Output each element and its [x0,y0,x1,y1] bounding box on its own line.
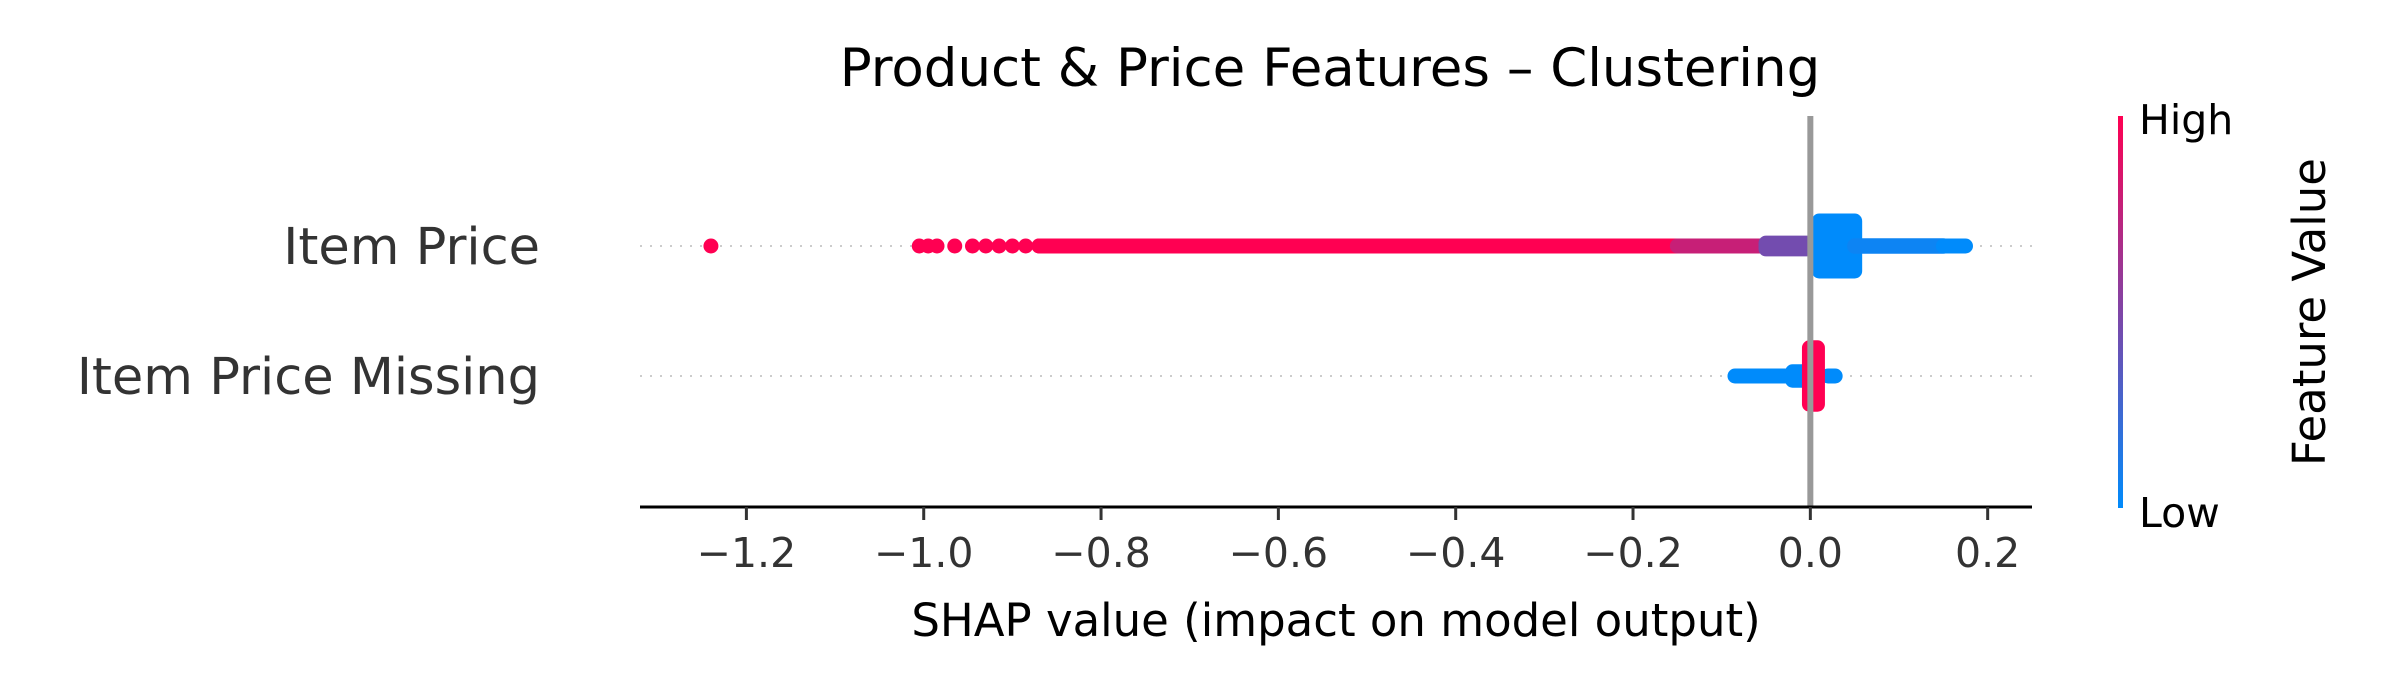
x-tick-label: −1.2 [697,529,797,577]
shap-point [964,238,980,254]
x-tick-label: −0.6 [1229,529,1329,577]
shap-point-cluster [1801,340,1825,412]
shap-point-cluster [1935,238,1974,254]
shap-point-cluster [1315,238,1685,254]
chart-title: Product & Price Features – Clustering [840,38,1821,99]
feature-row: Item Price Missing [77,340,2032,412]
feature-rows: Item Price Item Price Missing [77,213,2032,412]
x-tick-label: −0.4 [1406,529,1506,577]
x-tick-label: −1.0 [874,529,974,577]
x-axis-ticks: −1.2 −1.0 −0.8 −0.6 −0.4 −0.2 0.0 0.2 [697,507,2020,577]
shap-point [703,238,719,254]
x-tick-label: 0.2 [1955,529,2020,577]
colorbar-low-label: Low [2139,489,2220,537]
shap-point [947,238,963,254]
x-axis-label: SHAP value (impact on model output) [911,594,1760,647]
x-tick-label: 0.0 [1778,529,1843,577]
shap-point-cluster [1075,238,1331,254]
shap-point-cluster [1031,238,1091,254]
colorbar [2118,116,2123,508]
colorbar-high-label: High [2139,96,2233,144]
shap-point [978,238,994,254]
x-tick-label: −0.2 [1583,529,1683,577]
feature-row: Item Price [283,213,2032,279]
x-tick-label: −0.8 [1051,529,1151,577]
feature-label: Item Price [283,218,540,277]
shap-point [929,238,945,254]
shap-point [991,238,1007,254]
shap-point-cluster [1727,368,1801,384]
shap-point-cluster [1820,368,1843,384]
shap-point [1031,238,1047,254]
shap-point [1018,238,1034,254]
feature-label: Item Price Missing [77,348,540,407]
shap-point-cluster [1811,213,1863,279]
colorbar-title: Feature Value [2283,158,2336,466]
shap-point [1004,238,1020,254]
shap-point-cluster [1847,238,1951,254]
shap-point-cluster [1669,238,1774,254]
